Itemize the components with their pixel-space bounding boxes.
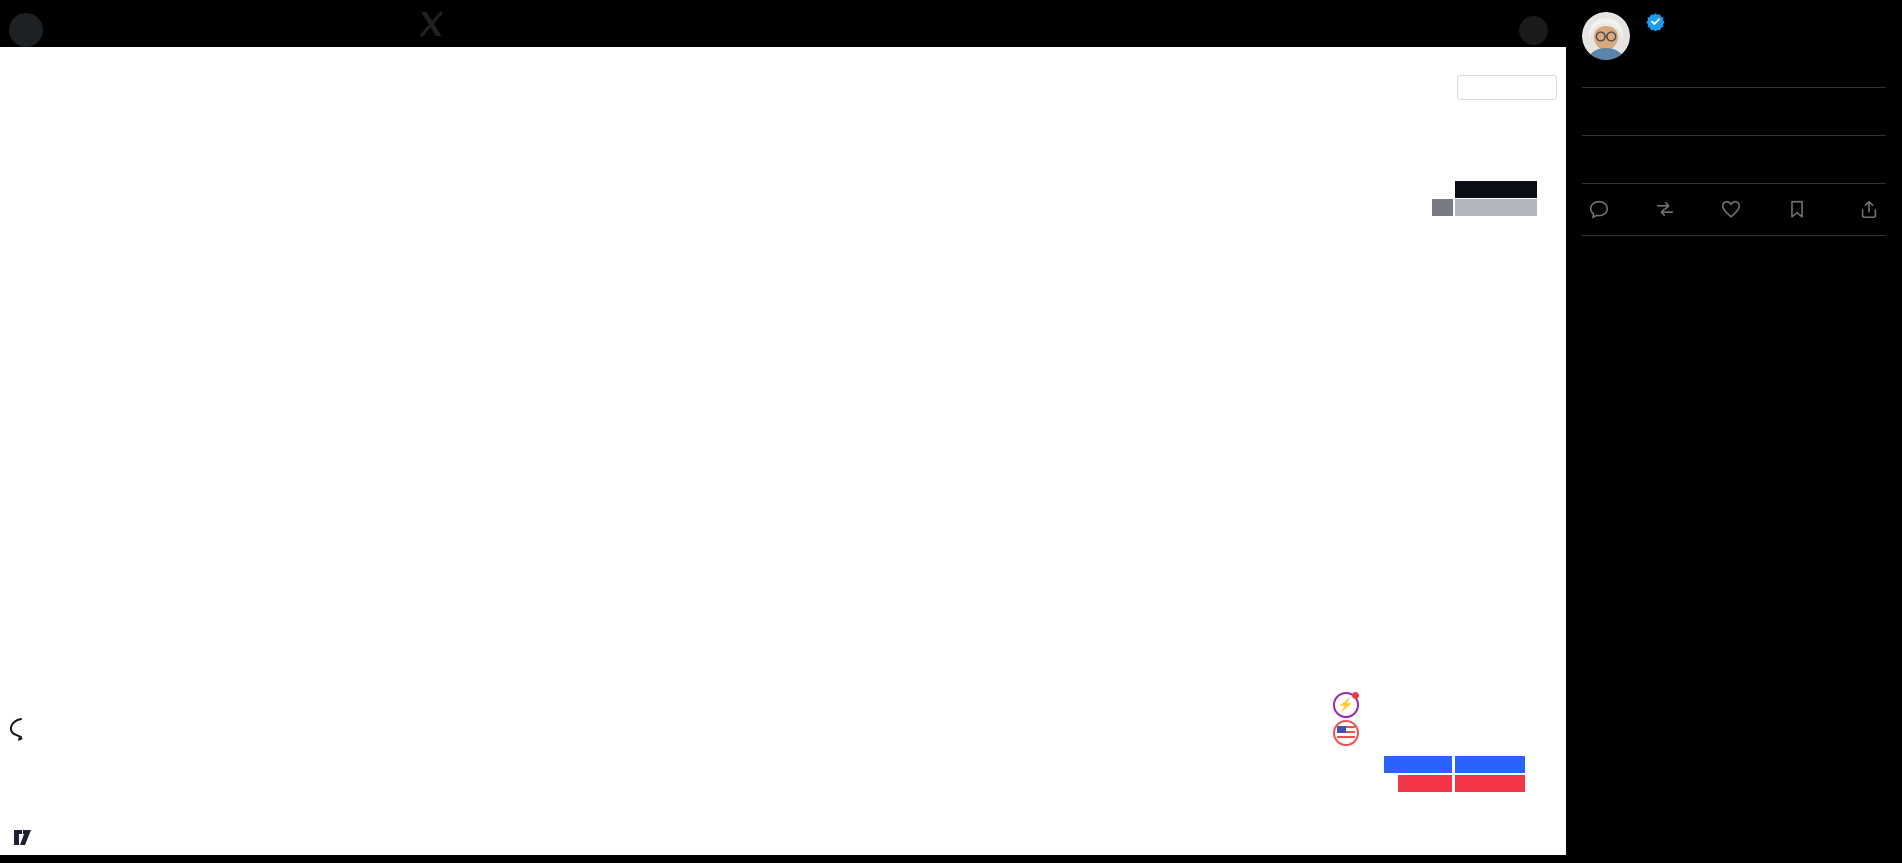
ma-price-badge	[1455, 199, 1537, 216]
display-name[interactable]	[1642, 12, 1886, 31]
bookmarks-stat[interactable]	[1608, 152, 1612, 169]
repost-stats-row	[1582, 88, 1886, 121]
volume-badge-label	[1398, 775, 1452, 792]
divider	[1582, 87, 1886, 88]
bookmark-icon	[1791, 200, 1803, 218]
x-logo-ghost-icon	[419, 11, 444, 37]
name-block	[1642, 12, 1886, 34]
repost-button[interactable]	[1654, 198, 1676, 220]
tweet-header	[1582, 12, 1886, 60]
divider	[1582, 135, 1886, 136]
volume-ma-badge-label	[1384, 756, 1452, 773]
x-overlay-topbar	[0, 0, 1566, 47]
tweet-sidebar	[1566, 0, 1902, 863]
reply-button[interactable]	[1588, 198, 1610, 220]
ma-badge-prefix	[1432, 199, 1453, 216]
currency-toggle-button[interactable]	[1457, 75, 1557, 100]
scribble-hand-icon	[6, 717, 30, 748]
volume-ma-badge-value	[1455, 756, 1525, 773]
reposts-stat[interactable]	[1582, 104, 1586, 121]
next-button[interactable]	[1519, 16, 1548, 45]
repost-icon	[1656, 202, 1674, 216]
current-price-badge	[1455, 181, 1537, 198]
ma-legend	[16, 96, 30, 110]
likes-stat[interactable]	[1582, 152, 1586, 169]
close-button[interactable]	[9, 13, 43, 47]
us-election-event-icon[interactable]	[1333, 720, 1359, 746]
tradingview-chart-panel: ⚡	[0, 47, 1566, 855]
quotes-stat[interactable]	[1608, 104, 1612, 121]
tweet-action-bar	[1582, 184, 1886, 235]
tradingview-logo-icon	[14, 830, 31, 845]
bookmark-button[interactable]	[1786, 198, 1814, 220]
tradingview-watermark[interactable]	[14, 830, 36, 845]
divider	[1582, 235, 1886, 236]
volume-legend	[16, 754, 37, 768]
price-chart-canvas[interactable]	[0, 47, 1566, 855]
volume-badge-value	[1455, 775, 1525, 792]
heart-icon	[1721, 200, 1741, 218]
verified-badge-icon	[1646, 13, 1665, 31]
like-stats-row	[1582, 136, 1886, 169]
share-button[interactable]	[1858, 198, 1880, 220]
divider	[1582, 183, 1886, 184]
reply-icon	[1589, 200, 1609, 219]
share-icon	[1861, 200, 1877, 219]
avatar[interactable]	[1582, 12, 1630, 60]
earnings-event-icon[interactable]: ⚡	[1333, 692, 1359, 718]
symbol-legend	[16, 78, 58, 92]
like-button[interactable]	[1720, 198, 1742, 220]
